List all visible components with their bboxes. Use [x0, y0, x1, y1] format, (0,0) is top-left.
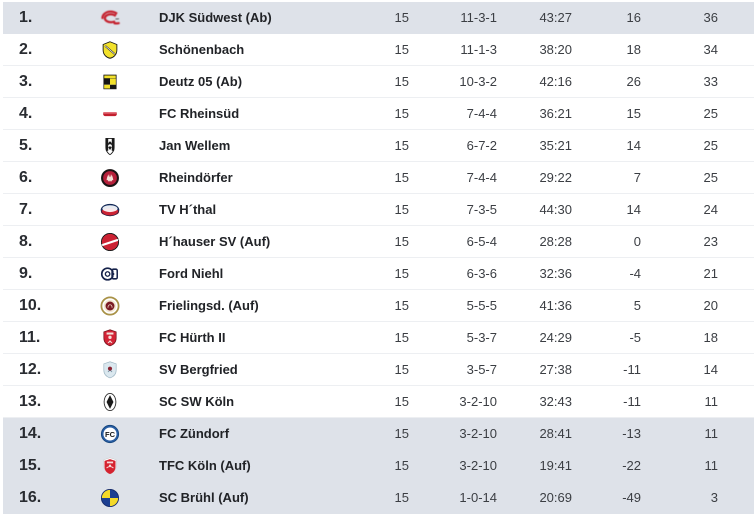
svg-text:FC: FC	[105, 430, 116, 439]
